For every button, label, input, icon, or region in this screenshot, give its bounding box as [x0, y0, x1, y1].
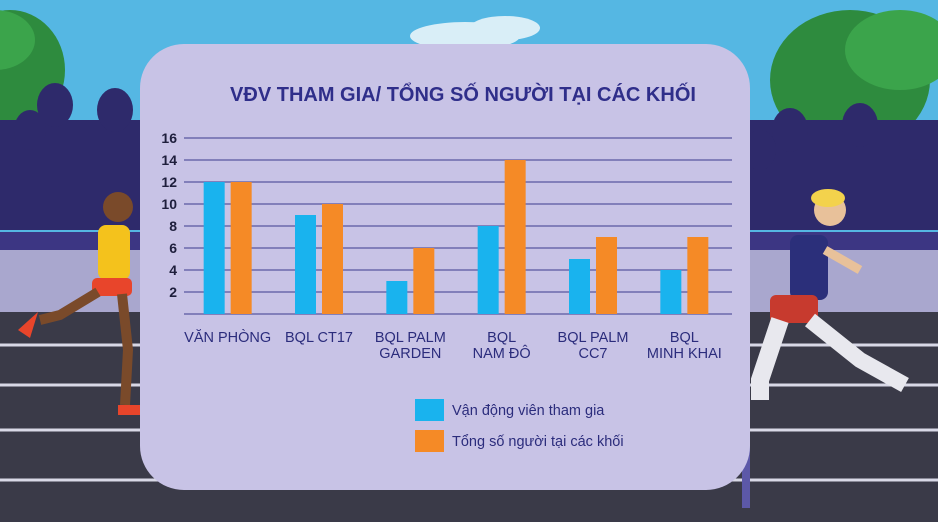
x-category-label: BQL PALM GARDEN — [375, 330, 446, 362]
x-category-label: VĂN PHÒNG — [184, 329, 271, 346]
x-category-label: BQL MINH KHAI — [647, 330, 722, 362]
x-category-label: BQL NAM ĐÔ — [473, 330, 531, 362]
bar-participants-2 — [386, 281, 408, 314]
y-tick-label: 8 — [169, 218, 177, 234]
bar-total-2 — [413, 248, 435, 314]
y-tick-label: 10 — [161, 196, 177, 212]
y-tick-label: 16 — [161, 130, 177, 146]
x-category-label: BQL PALM CC7 — [558, 330, 629, 362]
tree-right — [770, 10, 938, 150]
y-axis-ticks: 2 4 6 8 10 12 14 16 — [161, 130, 177, 300]
gridlines — [184, 137, 732, 315]
bar-participants-5 — [660, 270, 682, 314]
bar-total-1 — [322, 204, 343, 314]
bar-participants-4 — [569, 259, 590, 314]
x-category-label: BQL CT17 — [285, 330, 353, 346]
y-tick-label: 14 — [161, 152, 177, 168]
legend-swatch-0 — [415, 399, 444, 421]
bar-total-4 — [596, 237, 617, 314]
legend: Vận động viên tham gia Tổng số người tại … — [415, 399, 624, 452]
y-tick-label: 12 — [161, 174, 177, 190]
chart-panel — [140, 44, 750, 490]
y-tick-label: 6 — [169, 240, 177, 256]
bar-total-5 — [687, 237, 709, 314]
y-tick-label: 4 — [169, 262, 177, 278]
bars — [203, 160, 709, 314]
chart-title: VĐV THAM GIA/ TỔNG SỐ NGƯỜI TẠI CÁC KHỐI — [230, 82, 696, 106]
x-axis-categories: VĂN PHÒNG BQL CT17 BQL PALM GARDEN BQL NAM ĐÔ… — [184, 329, 722, 362]
legend-label-1: Tổng số người tại các khối — [452, 434, 624, 450]
y-tick-label: 2 — [169, 284, 177, 300]
runner-right-illustration — [751, 189, 909, 400]
runner-left-illustration — [18, 192, 140, 415]
bar-participants-0 — [203, 182, 225, 314]
bar-participants-1 — [295, 215, 316, 314]
bar-total-0 — [230, 182, 252, 314]
legend-swatch-1 — [415, 430, 444, 452]
bar-total-3 — [504, 160, 526, 314]
bar-participants-3 — [477, 226, 499, 314]
legend-label-0: Vận động viên tham gia — [452, 403, 605, 419]
